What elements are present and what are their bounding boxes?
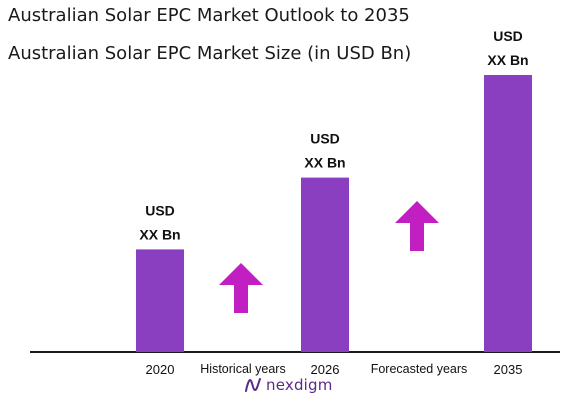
growth-arrow-historical-icon xyxy=(219,263,263,313)
bar-2026 xyxy=(301,177,349,352)
data-label-2026-line-2: XX Bn xyxy=(304,155,345,171)
nexdigm-logo-icon xyxy=(245,378,261,392)
brand-footer: nexdigm xyxy=(244,376,333,394)
x-tick-2020: 2020 xyxy=(146,362,175,377)
data-label-2035-line-2: XX Bn xyxy=(487,52,528,68)
data-label-2020-line-2: XX Bn xyxy=(139,226,180,242)
data-label-2020-line-1: USD xyxy=(145,202,175,218)
data-label-2035-line-1: USD xyxy=(493,28,523,44)
x-tick-2026: 2026 xyxy=(311,362,340,377)
chart-supertitle: Australian Solar EPC Market Outlook to 2… xyxy=(8,5,410,26)
bar-2020 xyxy=(136,249,184,352)
brand-name: nexdigm xyxy=(266,376,333,394)
growth-arrow-forecast-icon xyxy=(395,201,439,251)
phase-label-1: Historical years xyxy=(200,362,285,376)
chart-title: Australian Solar EPC Market Size (in USD… xyxy=(8,43,412,64)
phase-label-2: Forecasted years xyxy=(371,362,468,376)
bar-2035 xyxy=(484,75,532,352)
data-label-2026-line-1: USD xyxy=(310,131,340,147)
x-tick-2035: 2035 xyxy=(494,362,523,377)
